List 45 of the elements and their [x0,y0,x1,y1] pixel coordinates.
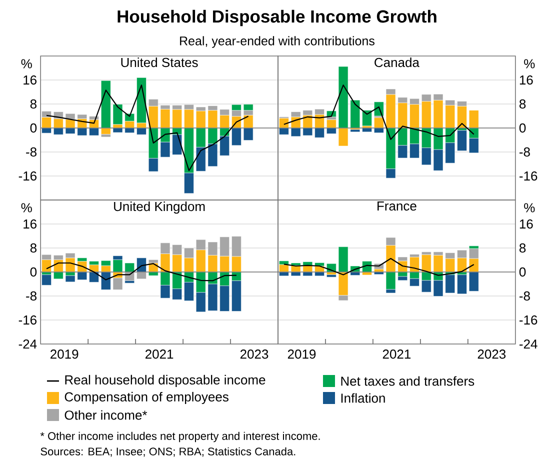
y-tick-label: -8 [520,291,530,301]
x-tick-label: 2023 [478,350,506,359]
x-tick-label: 2019 [50,350,78,359]
y-axis-title: % [524,203,535,212]
y-tick-label: -24 [520,339,538,349]
y-tick-label: 16 [520,75,533,85]
y-tick-label: -8 [26,147,37,157]
y-tick-label: -8 [26,291,37,301]
legend-label: Compensation of employees [64,392,228,404]
x-tick-label: 2021 [382,350,411,359]
chart-title: United States [121,58,198,68]
y-tick-label: -24 [18,339,37,349]
y-tick-label: -16 [520,315,538,325]
y-tick-label: 8 [520,243,526,253]
legend-label: Other income* [64,410,148,420]
y-axis-title: % [524,59,535,68]
y-tick-label: 16 [24,75,36,85]
y-tick-label: -16 [520,171,538,181]
x-tick-label: 2021 [146,350,174,359]
y-tick-label: 16 [24,219,36,229]
legend-label: Inflation [341,393,385,403]
y-tick-label: 0 [519,123,526,133]
source-note: Sources: BEA; Insee; ONS; RBA; Statistics Canada. [40,447,296,457]
y-tick-label: 8 [30,99,37,109]
y-tick-label: 8 [520,99,526,109]
text: Real, year-ended with contributions [180,36,374,48]
legend-label: Real household disposable income [65,374,266,388]
x-tick-label: 2019 [288,350,316,359]
y-tick-label: 16 [520,219,533,229]
y-tick-label: -8 [520,147,530,157]
legend-label: Net taxes and transfers [341,376,474,386]
x-tick-label: 2023 [240,350,268,359]
text: * Other income includes net property and interest income. [40,432,320,442]
y-tick-label: 0 [30,123,37,133]
chart-title: United Kingdom [114,202,205,214]
chart-title: Canada [374,58,420,68]
y-tick-label: 0 [30,267,37,277]
y-axis-title: % [21,203,32,212]
y-axis-title: % [21,59,32,68]
chart-title: France [378,202,416,211]
y-tick-label: -16 [18,171,36,181]
y-tick-label: 0 [519,267,526,277]
y-tick-label: -16 [18,315,36,325]
text: Household Disposable Income Growth [118,10,436,26]
y-tick-label: 8 [30,243,37,253]
